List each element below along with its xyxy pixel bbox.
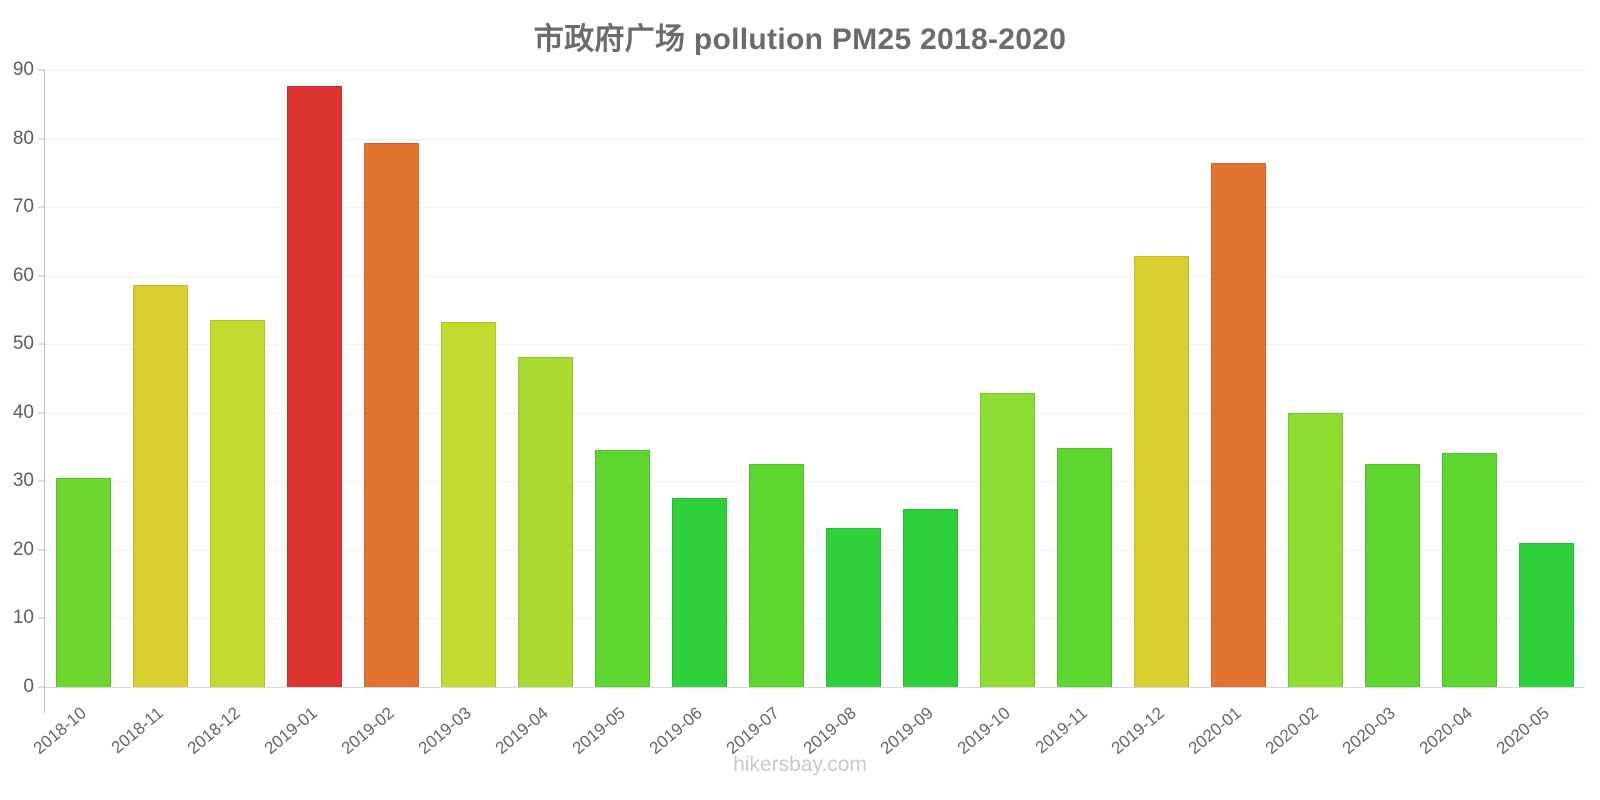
gridline bbox=[45, 412, 1585, 414]
plot-area bbox=[45, 70, 1585, 688]
y-axis-tick-label: 30 bbox=[12, 470, 34, 492]
bar[interactable] bbox=[287, 86, 342, 687]
bar-series bbox=[45, 70, 1585, 687]
bar[interactable] bbox=[133, 284, 188, 687]
bar[interactable] bbox=[1057, 448, 1112, 687]
gridline bbox=[45, 687, 1585, 688]
y-axis-tick-label: 90 bbox=[12, 59, 34, 80]
bar[interactable] bbox=[1288, 412, 1343, 687]
x-axis-origin-tick bbox=[44, 687, 45, 713]
gridline bbox=[45, 138, 1585, 140]
bar[interactable] bbox=[1211, 163, 1266, 687]
bar[interactable] bbox=[980, 392, 1035, 687]
gridline bbox=[45, 275, 1585, 277]
gridline bbox=[45, 70, 1585, 71]
bar[interactable] bbox=[1365, 464, 1420, 687]
y-axis-tick-label: 60 bbox=[12, 264, 34, 286]
gridline bbox=[45, 481, 1585, 483]
bar[interactable] bbox=[441, 321, 496, 687]
bar[interactable] bbox=[826, 527, 881, 687]
y-axis-tick-label: 40 bbox=[12, 401, 34, 423]
y-axis-tick-label: 80 bbox=[12, 127, 34, 149]
y-axis-tick-label: 10 bbox=[12, 607, 34, 629]
bar[interactable] bbox=[672, 498, 727, 687]
gridline bbox=[45, 344, 1585, 346]
y-axis-tick-label: 50 bbox=[12, 333, 34, 355]
bar[interactable] bbox=[56, 477, 111, 687]
watermark: hikersbay.com bbox=[733, 753, 867, 776]
gridline bbox=[45, 549, 1585, 551]
gridline bbox=[45, 618, 1585, 620]
bar[interactable] bbox=[1519, 543, 1574, 687]
bar[interactable] bbox=[595, 449, 650, 687]
bar[interactable] bbox=[903, 509, 958, 687]
page-title: 市政府广场 pollution PM25 2018-2020 bbox=[533, 23, 1067, 56]
bar[interactable] bbox=[210, 319, 265, 687]
y-axis-tick-mark bbox=[38, 617, 45, 619]
bar[interactable] bbox=[1134, 256, 1189, 687]
bar[interactable] bbox=[749, 463, 804, 687]
gridline bbox=[45, 207, 1585, 209]
y-axis-tick-label: 70 bbox=[12, 196, 34, 218]
bar[interactable] bbox=[364, 143, 419, 687]
y-axis-tick-mark bbox=[38, 206, 45, 208]
bar[interactable] bbox=[518, 357, 573, 687]
y-axis-tick-mark bbox=[38, 275, 45, 277]
y-axis-tick-mark bbox=[38, 549, 45, 551]
bar[interactable] bbox=[1442, 452, 1497, 687]
y-axis-tick-mark bbox=[38, 686, 45, 688]
y-axis-tick-mark bbox=[38, 69, 45, 71]
y-axis-tick-mark bbox=[38, 343, 45, 345]
y-axis-line bbox=[44, 70, 45, 688]
y-axis-tick-label: 20 bbox=[12, 538, 34, 560]
y-axis-tick-mark bbox=[38, 480, 45, 482]
y-axis-tick-label: 0 bbox=[23, 676, 34, 697]
y-axis-tick-mark bbox=[38, 412, 45, 414]
y-axis-tick-mark bbox=[38, 138, 45, 140]
